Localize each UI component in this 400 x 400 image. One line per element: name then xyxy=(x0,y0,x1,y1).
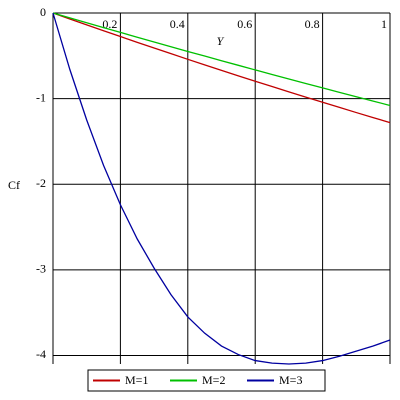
x-axis-label: Y xyxy=(217,34,225,48)
series-line xyxy=(52,12,391,107)
x-tick-label: 0.2 xyxy=(102,17,117,31)
y-axis-label: Cf xyxy=(8,178,20,192)
x-tick-label: 0.4 xyxy=(170,17,185,31)
x-tick-label: 0.8 xyxy=(305,17,320,31)
legend-label: M=1 xyxy=(125,373,148,387)
series-line xyxy=(52,12,391,124)
y-tick-label: -4 xyxy=(36,347,46,361)
y-tick-label: -3 xyxy=(36,262,46,276)
y-tick-label: -1 xyxy=(36,90,46,104)
series-line xyxy=(52,12,391,365)
x-tick-label: 1 xyxy=(381,17,387,31)
y-tick-label: -2 xyxy=(36,176,46,190)
x-tick-label: 0.6 xyxy=(237,17,252,31)
legend-box xyxy=(87,369,326,392)
legend-label: M=2 xyxy=(202,373,225,387)
legend-label: M=3 xyxy=(279,373,302,387)
y-tick-label: 0 xyxy=(40,5,46,19)
